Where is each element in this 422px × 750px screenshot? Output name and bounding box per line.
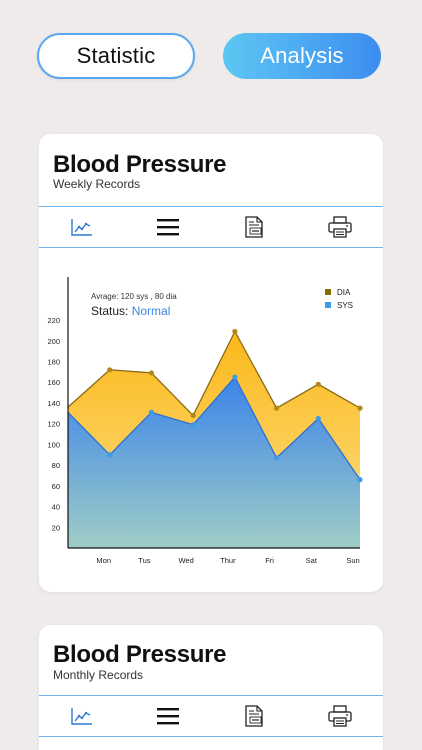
y-tick-label: 200	[47, 337, 60, 346]
blood-pressure-area-chart: 20 40 60 80 100 120 140 160 180 200 220 Mon Tus Wed Th…	[47, 277, 363, 565]
card-title: Blood Pressure	[53, 151, 227, 178]
export-pdf-button[interactable]	[211, 207, 297, 247]
y-tick-label: 80	[52, 461, 60, 470]
x-tick-label: Fri	[265, 556, 274, 565]
card-subtitle: Weekly Records	[53, 177, 141, 191]
y-tick-label: 120	[47, 420, 60, 429]
y-tick-label: 220	[47, 316, 60, 325]
average-readout: Avrage: 120 sys , 80 dia	[91, 292, 177, 301]
y-tick-label: 20	[52, 523, 60, 532]
y-tick-label: 160	[47, 378, 60, 387]
data-point-dia-sun	[357, 405, 363, 411]
card-title: Blood Pressure	[53, 641, 227, 668]
view-tabs: Statistic Analysis	[0, 33, 422, 81]
line-chart-icon	[71, 708, 92, 725]
line-chart-button[interactable]	[39, 207, 125, 247]
export-pdf-button[interactable]	[211, 696, 297, 736]
print-button[interactable]	[297, 207, 383, 247]
pdf-icon	[245, 216, 263, 238]
pdf-icon	[245, 705, 263, 727]
x-tick-label: Wed	[178, 556, 193, 565]
data-point-sys-thur	[232, 374, 238, 380]
menu-icon	[157, 708, 179, 725]
status-label: Status:	[91, 304, 129, 318]
weekly-records-card: Blood Pressure Weekly Records	[39, 134, 383, 592]
card-toolbar	[39, 206, 383, 248]
data-point-sys-fri	[273, 455, 280, 461]
x-tick-label: Sat	[306, 556, 318, 565]
y-tick-label: 140	[47, 399, 60, 408]
monthly-records-card: Blood Pressure Monthly Records	[39, 625, 383, 750]
printer-icon	[328, 705, 352, 727]
print-button[interactable]	[297, 696, 383, 736]
status-readout: Status: Normal	[91, 304, 170, 318]
data-point-sys-mon	[107, 452, 113, 458]
y-tick-label: 40	[52, 503, 60, 512]
data-point-sys-sat	[315, 415, 321, 422]
legend-swatch-dia	[325, 289, 331, 295]
card-subtitle: Monthly Records	[53, 668, 144, 682]
menu-icon	[157, 219, 179, 236]
legend-swatch-sys	[325, 302, 331, 308]
list-view-button[interactable]	[125, 207, 211, 247]
legend-label-dia: DIA	[337, 288, 351, 297]
tab-analysis[interactable]: Analysis	[223, 33, 381, 79]
y-tick-label: 100	[47, 440, 60, 449]
card-toolbar	[39, 695, 383, 737]
data-point-dia-wed	[190, 412, 196, 418]
weekly-chart: 20 40 60 80 100 120 140 160 180 200 220 Mon Tus Wed Th…	[39, 274, 383, 574]
x-tick-label: Sun	[346, 556, 359, 565]
series-line-sys	[67, 375, 361, 480]
series-line-dia	[67, 330, 361, 417]
y-tick-label: 60	[52, 482, 60, 491]
line-chart-button[interactable]	[39, 696, 125, 736]
series-area-sys	[68, 377, 360, 548]
x-tick-label: Thur	[220, 556, 236, 565]
data-point-sys-sun	[357, 477, 363, 483]
list-view-button[interactable]	[125, 696, 211, 736]
data-point-sys-wed	[190, 422, 196, 428]
y-tick-label: 180	[47, 358, 60, 367]
printer-icon	[328, 216, 352, 238]
status-value: Normal	[131, 304, 171, 318]
data-point-sys-tus	[148, 409, 155, 415]
data-point-dia-tus	[148, 370, 155, 376]
line-chart-icon	[71, 219, 92, 236]
tab-statistic[interactable]: Statistic	[37, 33, 195, 79]
x-tick-label: Tus	[138, 556, 150, 565]
data-point-dia-sat	[315, 381, 321, 387]
data-point-dia-thur	[232, 328, 238, 335]
data-point-dia-mon	[107, 367, 113, 373]
legend-label-sys: SYS	[337, 301, 353, 310]
data-point-dia-fri	[273, 405, 280, 411]
x-tick-label: Mon	[96, 556, 111, 565]
